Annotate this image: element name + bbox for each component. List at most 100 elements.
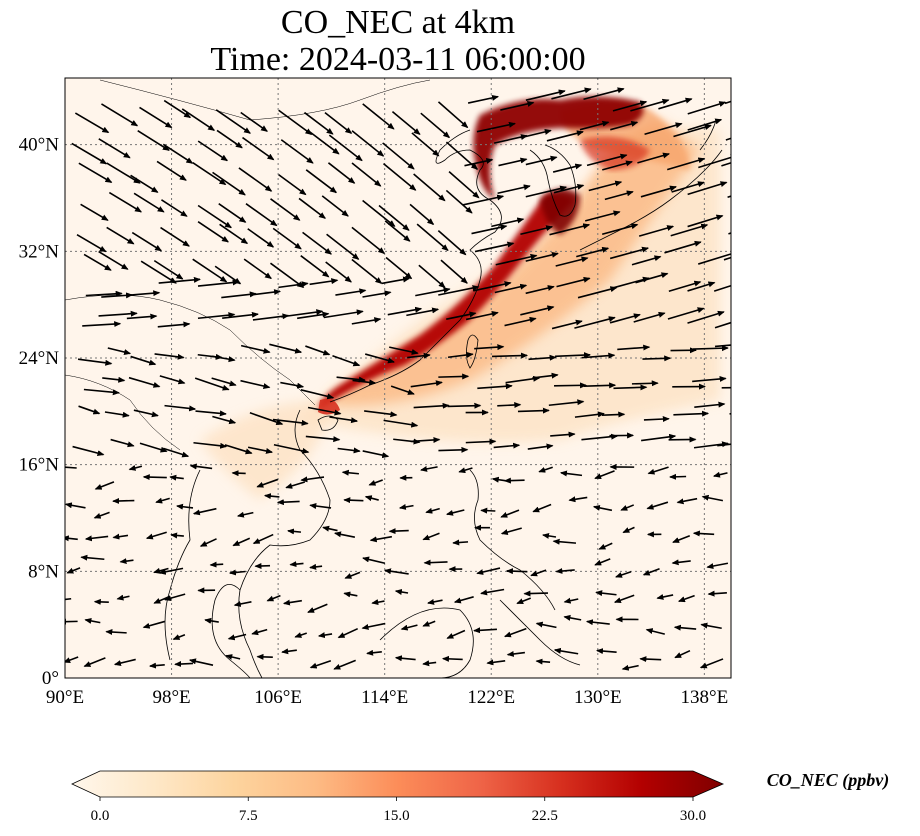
wind-arrow xyxy=(568,496,588,503)
wind-arrow xyxy=(251,628,268,636)
colorbar-label: CO_NEC (ppbv) xyxy=(766,770,890,790)
wind-arrow xyxy=(269,262,305,289)
wind-arrow xyxy=(194,377,230,391)
wind-arrow xyxy=(525,251,559,262)
wind-vectors xyxy=(65,87,731,671)
wind-arrow xyxy=(602,160,633,171)
wind-arrow xyxy=(285,481,306,489)
wind-arrow xyxy=(480,588,505,596)
wind-arrow xyxy=(673,124,712,138)
wind-arrow xyxy=(209,561,224,568)
wind-arrow xyxy=(188,658,214,666)
wind-arrow xyxy=(523,590,549,597)
wind-arrow xyxy=(503,477,525,484)
wind-arrow xyxy=(300,255,330,278)
wind-arrow xyxy=(276,499,300,506)
wind-arrow xyxy=(222,311,259,319)
wind-arrow xyxy=(294,632,307,638)
wind-arrow xyxy=(504,316,537,327)
wind-arrow xyxy=(362,450,390,459)
wind-arrow xyxy=(473,627,497,634)
wind-arrow xyxy=(156,160,187,181)
wind-arrow xyxy=(341,469,359,476)
wind-arrow xyxy=(548,399,585,407)
wind-arrow xyxy=(362,290,392,298)
wind-arrow xyxy=(406,307,440,317)
wind-arrow xyxy=(378,204,410,231)
wind-arrow xyxy=(601,411,626,418)
wind-arrow xyxy=(497,402,522,409)
wind-arrow xyxy=(644,122,683,135)
wind-arrow xyxy=(389,346,419,355)
wind-arrow xyxy=(343,591,358,598)
wind-arrow xyxy=(305,435,341,443)
wind-arrow xyxy=(214,265,242,285)
wind-arrow xyxy=(394,589,409,595)
wind-arrow xyxy=(158,276,201,284)
wind-arrow xyxy=(584,210,621,222)
wind-arrow xyxy=(128,465,143,471)
wind-arrow xyxy=(692,530,715,537)
wind-arrow xyxy=(300,476,325,483)
wind-arrow xyxy=(530,569,547,577)
wind-arrow xyxy=(344,571,361,579)
wind-arrow xyxy=(447,351,474,359)
wind-arrow xyxy=(447,402,482,409)
wind-arrow xyxy=(94,481,115,490)
wind-arrow xyxy=(446,311,477,320)
wind-arrow xyxy=(553,183,585,194)
wind-arrow xyxy=(707,590,727,597)
wind-arrow xyxy=(672,535,691,544)
wind-arrow xyxy=(323,309,364,319)
latitude-tick-labels: 0° 8°N 16°N 24°N 32°N 40°N xyxy=(19,135,60,689)
wind-arrow xyxy=(409,203,435,225)
wind-arrow xyxy=(307,129,340,155)
wind-arrow xyxy=(505,568,528,575)
wind-arrow xyxy=(106,226,135,245)
wind-arrow xyxy=(266,594,281,602)
wind-arrow xyxy=(581,352,616,359)
wind-arrow xyxy=(333,659,356,670)
colorbar-tick-label: 22.5 xyxy=(532,808,558,824)
wind-arrow xyxy=(240,344,271,354)
wind-arrow xyxy=(385,256,413,280)
wind-arrow xyxy=(133,409,159,418)
wind-arrow xyxy=(65,466,77,469)
wind-arrow xyxy=(694,401,726,408)
wind-arrow xyxy=(74,112,110,134)
wind-arrow xyxy=(641,433,677,442)
wind-arrow xyxy=(212,171,246,196)
wind-arrow xyxy=(382,162,417,191)
wind-arrow xyxy=(343,497,364,504)
wind-arrow xyxy=(305,169,338,194)
wind-arrow xyxy=(269,343,303,354)
wind-arrow xyxy=(240,379,271,389)
wind-arrow xyxy=(216,129,243,149)
wind-arrow xyxy=(585,619,610,626)
lat-tick-label: 0° xyxy=(42,668,59,689)
wind-arrow xyxy=(495,253,538,266)
wind-arrow xyxy=(328,134,363,162)
wind-arrow xyxy=(302,231,332,255)
wind-arrow xyxy=(438,285,480,296)
wind-arrow xyxy=(717,443,731,447)
wind-arrow xyxy=(158,567,184,575)
wind-arrow xyxy=(131,231,163,252)
wind-arrow xyxy=(437,230,467,256)
wind-arrow xyxy=(687,310,725,324)
wind-arrow xyxy=(93,598,109,605)
wind-arrow xyxy=(642,355,672,362)
wind-arrow xyxy=(438,446,469,453)
wind-arrow xyxy=(398,503,414,510)
wind-arrow xyxy=(247,446,273,454)
lon-tick-label: 90°E xyxy=(46,687,84,708)
wind-arrow xyxy=(388,528,409,535)
wind-arrow xyxy=(643,416,670,423)
wind-arrow xyxy=(446,509,465,516)
wind-arrow xyxy=(225,654,241,660)
wind-arrow xyxy=(84,617,101,624)
wind-arrow xyxy=(617,344,651,351)
wind-arrow xyxy=(351,226,386,254)
wind-arrow xyxy=(500,527,522,535)
wind-arrow xyxy=(687,101,727,115)
